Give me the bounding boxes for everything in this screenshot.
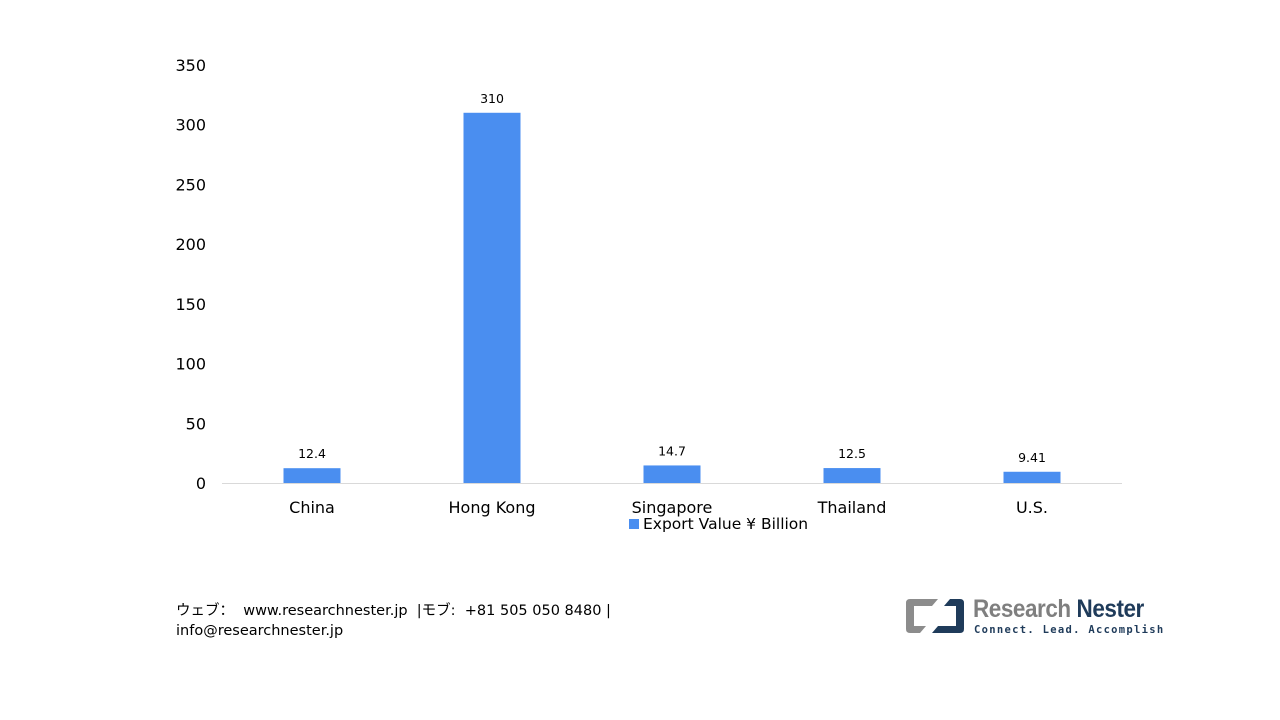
bar	[643, 465, 701, 483]
data-label: 9.41	[1018, 450, 1046, 465]
legend-swatch	[629, 519, 639, 529]
bar	[823, 468, 881, 483]
company-logo: Research Nester Connect. Lead. Accomplis…	[904, 595, 1163, 639]
logo-mark-icon	[906, 599, 964, 633]
y-tick-label: 100	[175, 355, 206, 374]
contact-line-web-phone: ウェブ： www.researchnester.jp |モブ: +81 505 …	[176, 603, 611, 619]
logo-name-part1: Research	[973, 595, 1071, 623]
bar-chart: 0 50 100 150 200 250 300 350 12.4 310 14.7 12.5 9.4…	[175, 56, 1122, 517]
logo-name-part2: Nester	[1076, 595, 1145, 623]
y-tick-label: 150	[175, 295, 206, 314]
y-tick-label: 250	[175, 175, 206, 194]
x-tick-label: Singapore	[632, 498, 713, 517]
y-axis-ticks: 0 50 100 150 200 250 300 350	[175, 56, 206, 493]
x-tick-label: U.S.	[1016, 498, 1048, 517]
data-label: 14.7	[658, 443, 686, 458]
x-tick-label: China	[289, 498, 335, 517]
data-label: 12.5	[838, 446, 866, 461]
logo-tagline: Connect. Lead. Accomplish	[974, 624, 1165, 636]
y-tick-label: 300	[175, 116, 206, 135]
data-labels: 12.4 310 14.7 12.5 9.41	[298, 91, 1046, 465]
x-tick-label: Thailand	[817, 498, 887, 517]
x-axis-categories: China Hong Kong Singapore Thailand U.S.	[289, 498, 1048, 517]
bar	[463, 112, 521, 484]
contact-email: info@researchnester.jp	[176, 623, 344, 639]
y-tick-label: 350	[175, 56, 206, 75]
legend-label: Export Value ¥ Billion	[643, 515, 809, 533]
y-tick-label: 0	[196, 474, 206, 493]
data-label: 310	[480, 91, 504, 106]
bar	[283, 468, 341, 483]
logo-name: Research Nester	[973, 595, 1144, 624]
bar-series	[283, 112, 1061, 484]
legend: Export Value ¥ Billion	[629, 513, 808, 535]
y-tick-label: 200	[175, 235, 206, 254]
bar	[1003, 471, 1061, 483]
data-label: 12.4	[298, 446, 326, 461]
y-tick-label: 50	[186, 414, 206, 433]
contact-footer: ウェブ： www.researchnester.jp |モブ: +81 505 …	[176, 601, 611, 641]
x-tick-label: Hong Kong	[449, 498, 536, 517]
